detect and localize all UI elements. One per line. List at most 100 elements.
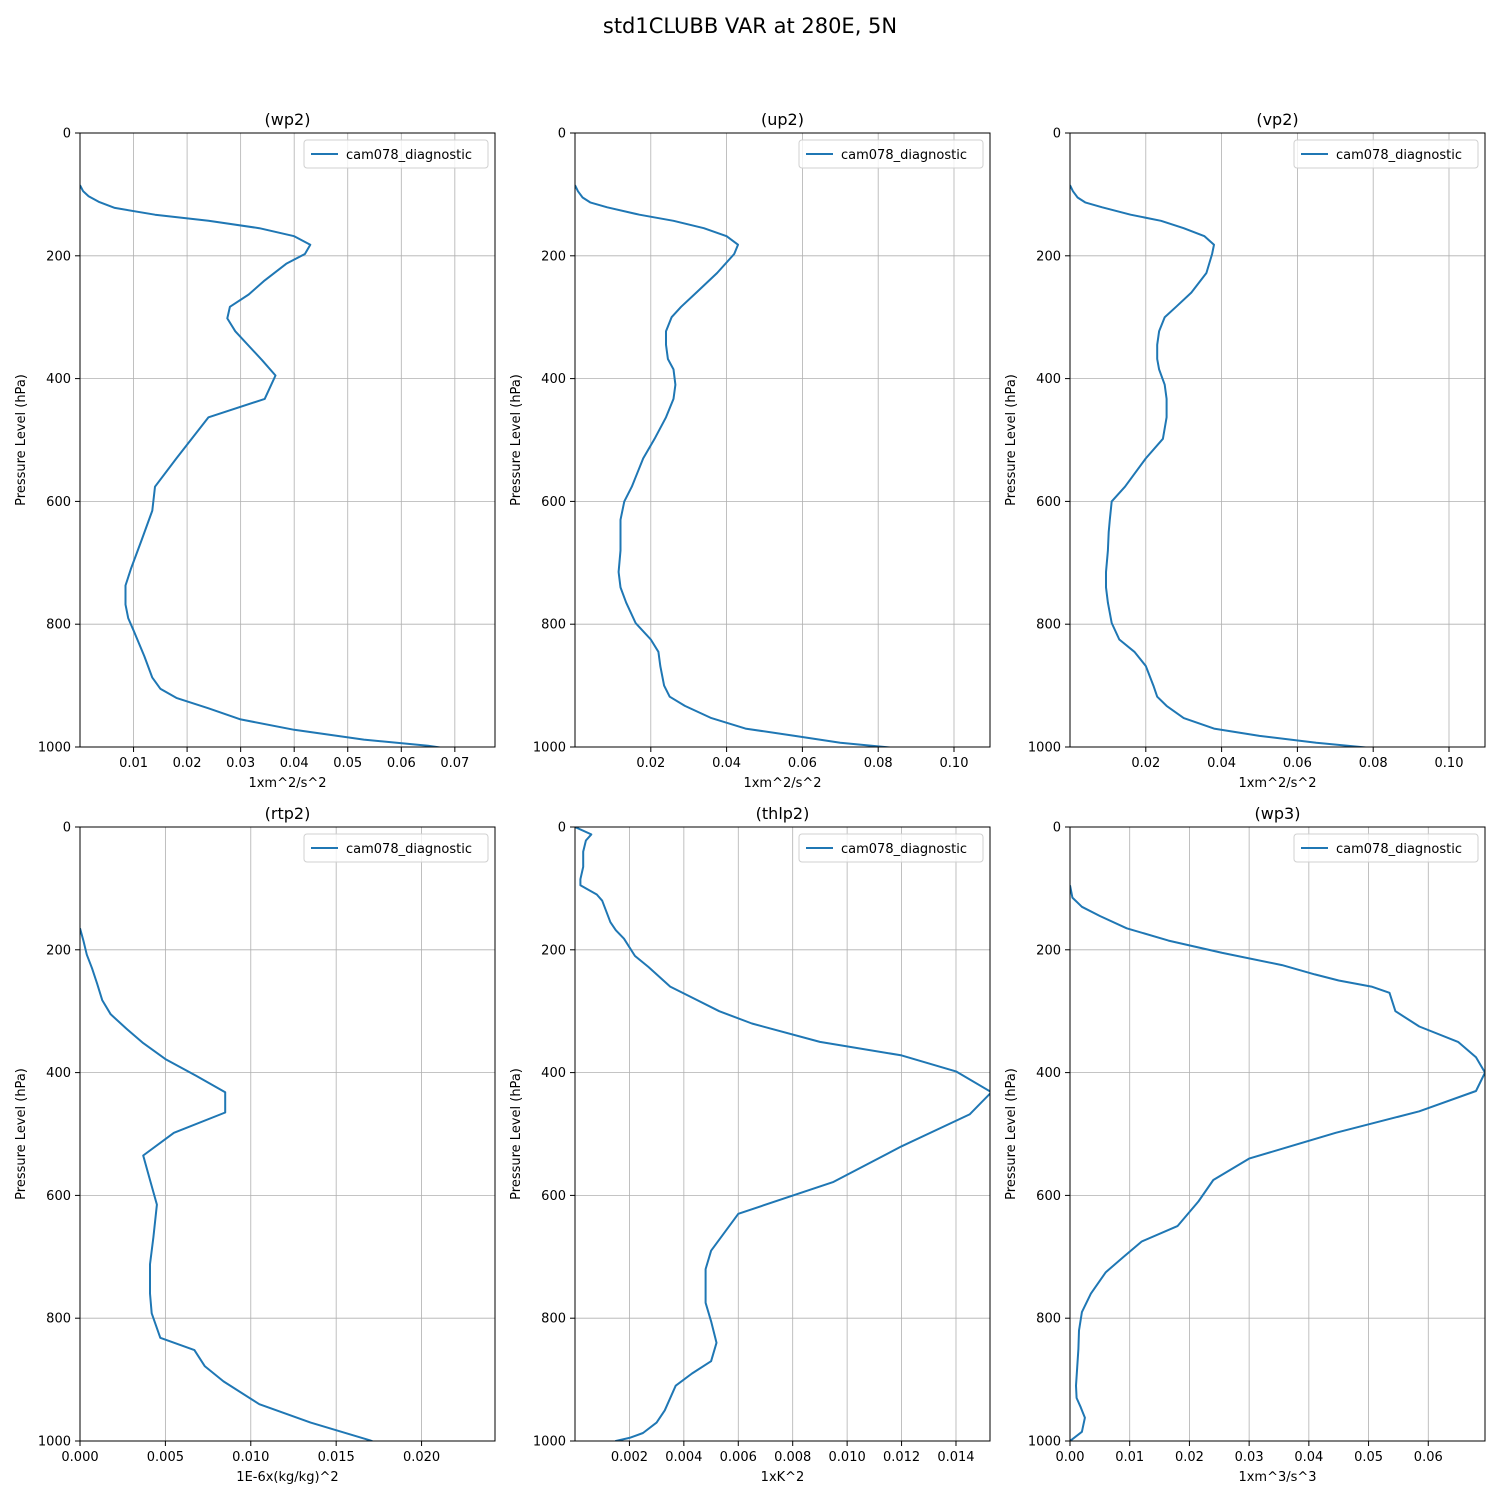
series-line-cam078_diagnostic (80, 928, 375, 1441)
y-tick-label: 800 (46, 618, 71, 633)
x-tick-label: 0.07 (440, 756, 469, 771)
y-axis-label: Pressure Level (hPa) (1004, 1068, 1019, 1200)
x-tick-label: 0.06 (788, 756, 817, 771)
y-tick-label: 0 (1053, 127, 1061, 142)
y-tick-label: 0 (558, 127, 566, 142)
x-axis-label: 1xm^2/s^2 (743, 776, 821, 791)
y-tick-label: 600 (46, 495, 71, 510)
y-tick-label: 800 (1036, 1312, 1061, 1327)
x-tick-label: 0.03 (1235, 1450, 1264, 1465)
legend-box (303, 833, 489, 863)
legend-label: cam078_diagnostic (841, 842, 967, 857)
y-tick-label: 400 (1036, 372, 1061, 387)
x-tick-label: 0.014 (937, 1450, 974, 1465)
y-tick-label: 1000 (533, 741, 566, 756)
y-tick-label: 200 (1036, 249, 1061, 264)
y-tick-label: 1000 (1028, 1435, 1061, 1450)
legend: cam078_diagnostic (798, 139, 984, 169)
x-tick-label: 0.06 (1283, 756, 1312, 771)
y-tick-label: 0 (1053, 821, 1061, 836)
x-tick-label: 0.02 (1175, 1450, 1204, 1465)
x-axis-label: 1xm^3/s^3 (1238, 1470, 1316, 1485)
x-tick-label: 0.08 (1359, 756, 1388, 771)
y-tick-label: 400 (541, 1066, 566, 1081)
axes-frame (79, 132, 496, 748)
y-tick-label: 200 (541, 249, 566, 264)
y-tick-label: 0 (63, 127, 71, 142)
y-tick-label: 800 (1036, 618, 1061, 633)
series-line-cam078_diagnostic (1070, 184, 1372, 747)
subplot-title: (wp2) (265, 110, 311, 129)
x-tick-label: 0.00 (1056, 1450, 1085, 1465)
x-axis-label: 1xK^2 (761, 1470, 805, 1485)
legend-label: cam078_diagnostic (1336, 842, 1462, 857)
subplot-5: 0.002 0.004 0.006 0.008 0.010 0.012 0.014 0 200 4… (509, 804, 991, 1485)
legend-box (303, 139, 489, 169)
x-tick-label: 0.05 (333, 756, 362, 771)
x-tick-label: 0.02 (1131, 756, 1160, 771)
x-tick-label: 0.005 (147, 1450, 184, 1465)
series-line-cam078_diagnostic (1070, 885, 1485, 1441)
x-tick-label: 0.04 (712, 756, 741, 771)
x-tick-label: 0.06 (1414, 1450, 1443, 1465)
subplot-6: 0.00 0.01 0.02 0.03 0.04 0.05 0.06 0 200 400 600 80… (1004, 804, 1486, 1485)
subplot-2: 0.02 0.04 0.06 0.08 0.10 0 200 400 600 800 1000 (up… (509, 110, 991, 791)
y-tick-label: 600 (46, 1189, 71, 1204)
legend-box (1293, 833, 1479, 863)
x-tick-label: 0.006 (720, 1450, 757, 1465)
series-line-cam078_diagnostic (575, 184, 896, 747)
y-tick-label: 1000 (1028, 741, 1061, 756)
axes-frame (574, 132, 991, 748)
y-tick-label: 400 (541, 372, 566, 387)
axes-frame (79, 826, 496, 1442)
x-tick-label: 0.06 (387, 756, 416, 771)
y-tick-label: 1000 (533, 1435, 566, 1450)
axes-frame (1069, 826, 1486, 1442)
y-axis-label: Pressure Level (hPa) (1004, 374, 1019, 506)
y-tick-label: 600 (1036, 495, 1061, 510)
y-tick-label: 400 (46, 372, 71, 387)
y-tick-label: 200 (46, 249, 71, 264)
y-tick-label: 800 (541, 618, 566, 633)
y-tick-label: 800 (46, 1312, 71, 1327)
y-tick-label: 1000 (38, 1435, 71, 1450)
figure-title: std1CLUBB VAR at 280E, 5N (602, 14, 898, 38)
x-axis-label: 1xm^2/s^2 (248, 776, 326, 791)
x-tick-label: 0.020 (403, 1450, 440, 1465)
x-tick-label: 0.02 (636, 756, 665, 771)
y-tick-label: 600 (541, 495, 566, 510)
x-tick-label: 0.10 (1435, 756, 1464, 771)
y-tick-label: 400 (1036, 1066, 1061, 1081)
x-tick-label: 0.08 (864, 756, 893, 771)
legend: cam078_diagnostic (303, 139, 489, 169)
legend-box (798, 139, 984, 169)
x-tick-label: 0.000 (61, 1450, 98, 1465)
axes-frame (1069, 132, 1486, 748)
x-tick-label: 0.008 (774, 1450, 811, 1465)
x-tick-label: 0.012 (883, 1450, 920, 1465)
y-tick-label: 200 (541, 943, 566, 958)
x-tick-label: 0.010 (829, 1450, 866, 1465)
x-tick-label: 0.015 (318, 1450, 355, 1465)
legend: cam078_diagnostic (1293, 139, 1479, 169)
subplot-title: (rtp2) (265, 804, 311, 823)
y-axis-label: Pressure Level (hPa) (509, 1068, 524, 1200)
y-axis-label: Pressure Level (hPa) (14, 374, 29, 506)
x-tick-label: 0.04 (1207, 756, 1236, 771)
y-tick-label: 400 (46, 1066, 71, 1081)
x-axis-label: 1E-6x(kg/kg)^2 (236, 1470, 338, 1485)
legend: cam078_diagnostic (303, 833, 489, 863)
x-tick-label: 0.010 (232, 1450, 269, 1465)
series-line-cam078_diagnostic (575, 827, 990, 1441)
x-tick-label: 0.02 (173, 756, 202, 771)
x-tick-label: 0.002 (611, 1450, 648, 1465)
x-tick-label: 0.03 (226, 756, 255, 771)
legend: cam078_diagnostic (798, 833, 984, 863)
y-axis-label: Pressure Level (hPa) (509, 374, 524, 506)
x-tick-label: 0.01 (119, 756, 148, 771)
series-line-cam078_diagnostic (80, 184, 444, 747)
subplot-title: (wp3) (1255, 804, 1301, 823)
legend: cam078_diagnostic (1293, 833, 1479, 863)
subplot-title: (vp2) (1256, 110, 1298, 129)
